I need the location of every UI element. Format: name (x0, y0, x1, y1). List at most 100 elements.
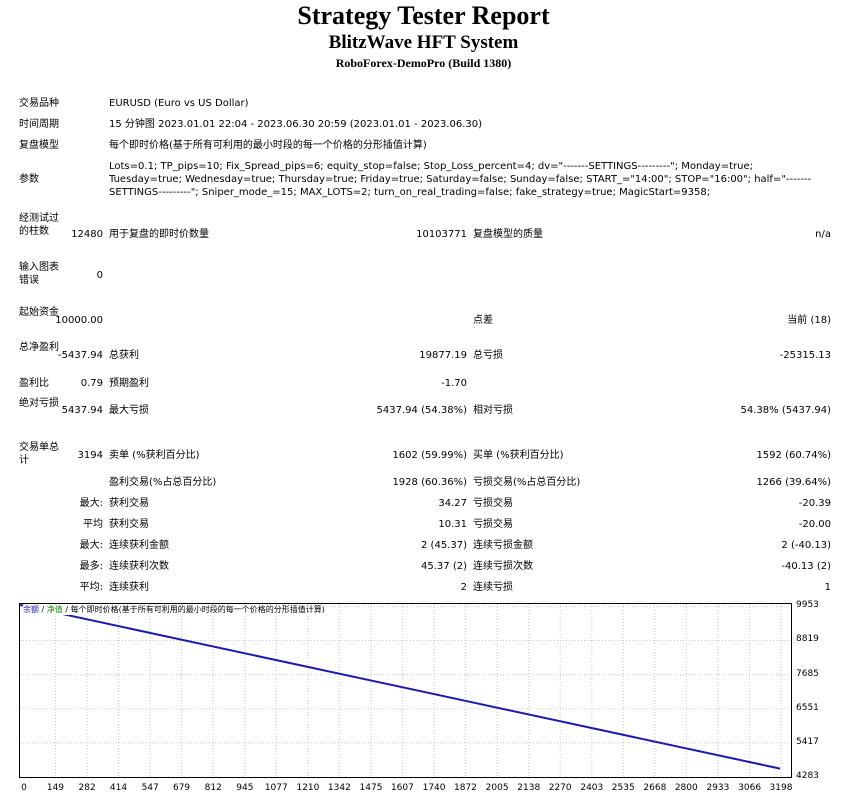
x-tick-label: 2270 (548, 783, 572, 793)
abs-drawdown-label: 绝对亏损 (19, 398, 59, 409)
maximal-profit-label: 连续获利次数 (109, 561, 169, 572)
x-tick-label: 679 (172, 783, 191, 793)
abs-drawdown-value: 5437.94 (61, 405, 103, 416)
loss-trades-value: 1266 (39.64%) (756, 477, 831, 488)
x-tick-label: 0 (21, 783, 27, 793)
rel-drawdown-label: 相对亏损 (473, 405, 513, 416)
period-value: 15 分钟图 2023.01.01 22:04 - 2023.06.30 20:… (109, 119, 483, 130)
x-tick-label: 414 (109, 783, 128, 793)
net-profit-label: 总净盈利 (19, 342, 59, 353)
period-label: 时间周期 (19, 119, 59, 130)
errors-label: 输入图表错误 (19, 262, 59, 286)
net-profit-value: -5437.94 (58, 350, 103, 361)
x-tick-label: 1077 (264, 783, 288, 793)
gross-profit-value: 19877.19 (419, 350, 467, 361)
server-build: RoboForex-DemoPro (Build 1380) (335, 56, 512, 70)
x-tick-label: 3066 (738, 783, 762, 793)
x-tick-label: 1740 (422, 783, 446, 793)
x-tick-label: 282 (78, 783, 96, 793)
y-tick-label: 6551 (796, 702, 819, 713)
max-consec-wins-label: 连续获利金额 (109, 540, 169, 551)
bars-value: 12480 (71, 229, 103, 240)
legend-model: 每个即时价格(基于所有可利用的最小时段的每一个价格的分形插值计算) (70, 605, 325, 614)
max-consec-label: 最大: (79, 540, 103, 551)
model-label: 复盘模型 (19, 140, 59, 151)
avg-consec-wins-value: 2 (460, 582, 467, 593)
maximal-label: 最多: (79, 561, 103, 572)
x-tick-label: 149 (46, 783, 65, 793)
max-drawdown-value: 5437.94 (54.38%) (376, 405, 467, 416)
bars-label: 经测试过的柱数 (19, 213, 59, 237)
max-consec-losses-value: 2 (-40.13) (781, 540, 831, 551)
maximal-loss-value: -40.13 (2) (781, 561, 831, 572)
max-consec-losses-label: 连续亏损金额 (473, 540, 533, 551)
max-consec-wins-value: 2 (45.37) (421, 540, 467, 551)
largest-label: 最大: (79, 498, 103, 509)
chart-legend: 余额 / 净值 / 每个即时价格(基于所有可利用的最小时段的每一个价格的分形插值… (23, 605, 325, 615)
max-drawdown-label: 最大亏损 (109, 405, 149, 416)
x-tick-label: 1210 (296, 783, 320, 793)
spread-value: 当前 (18) (787, 315, 831, 326)
quality-label: 复盘模型的质量 (473, 229, 543, 240)
avg-loss-value: -20.00 (798, 519, 831, 530)
symbol-value: EURUSD (Euro vs US Dollar) (109, 98, 249, 109)
largest-loss-label: 亏损交易 (473, 498, 513, 509)
profit-factor-value: 0.79 (80, 378, 103, 389)
gross-profit-label: 总获利 (109, 350, 139, 361)
balance-chart: 余额 / 净值 / 每个即时价格(基于所有可利用的最小时段的每一个价格的分形插值… (19, 603, 792, 778)
largest-profit-value: 34.27 (438, 498, 467, 509)
y-tick-label: 4283 (796, 771, 819, 781)
long-positions-label: 买单 (%获利百分比) (473, 450, 564, 461)
ticks-label: 用于复盘的即时价数量 (109, 229, 209, 240)
x-tick-label: 3198 (769, 783, 793, 793)
gross-loss-value: -25315.13 (779, 350, 831, 361)
symbol-label: 交易品种 (19, 98, 59, 109)
x-tick-label: 2668 (643, 783, 667, 793)
x-tick-label: 812 (204, 783, 222, 793)
y-tick-label: 8819 (796, 634, 819, 645)
balance-line (20, 604, 781, 770)
avg-profit-label: 获利交易 (109, 519, 149, 530)
report-title: Strategy Tester Report (297, 1, 550, 30)
avg-consec-label: 平均: (79, 582, 103, 593)
largest-profit-label: 获利交易 (109, 498, 149, 509)
expected-payoff-value: -1.70 (441, 378, 467, 389)
x-tick-label: 1607 (390, 783, 414, 793)
x-tick-label: 547 (141, 783, 159, 793)
avg-consec-wins-label: 连续获利 (109, 582, 149, 593)
deposit-value: 10000.00 (55, 315, 103, 326)
gross-loss-label: 总亏损 (473, 350, 503, 361)
balance-chart-svg (20, 604, 791, 777)
profit-trades-label: 盈利交易(%占总百分比) (109, 477, 217, 488)
x-tick-label: 1475 (359, 783, 383, 793)
ticks-value: 10103771 (416, 229, 467, 240)
x-tick-label: 2403 (580, 783, 604, 793)
x-tick-label: 1872 (454, 783, 477, 793)
x-tick-label: 2800 (674, 783, 698, 793)
deposit-label: 起始资金 (19, 307, 59, 318)
rel-drawdown-value: 54.38% (5437.94) (740, 405, 831, 416)
maximal-loss-label: 连续亏损次数 (473, 561, 533, 572)
x-tick-label: 2138 (517, 783, 541, 793)
x-tick-label: 2535 (611, 783, 635, 793)
profit-trades-value: 1928 (60.36%) (392, 477, 467, 488)
expected-payoff-label: 预期盈利 (109, 378, 149, 389)
total-trades-value: 3194 (77, 450, 103, 461)
total-trades-label: 交易单总计 (19, 442, 59, 466)
x-tick-label: 2005 (485, 783, 509, 793)
legend-balance: 余额 (23, 605, 39, 614)
params-value: Lots=0.1; TP_pips=10; Fix_Spread_pips=6;… (109, 161, 812, 198)
y-tick-label: 5417 (796, 736, 819, 747)
legend-separator: / (41, 605, 45, 614)
y-tick-label: 7685 (796, 668, 819, 679)
legend-separator: / (65, 605, 69, 614)
errors-value: 0 (96, 270, 103, 281)
maximal-profit-value: 45.37 (2) (421, 561, 467, 572)
x-tick-label: 2933 (706, 783, 730, 793)
avg-consec-losses-value: 1 (824, 582, 831, 593)
x-tick-label: 945 (236, 783, 254, 793)
average-label: 平均 (83, 519, 103, 530)
params-label: 参数 (19, 174, 39, 185)
avg-consec-losses-label: 连续亏损 (473, 582, 513, 593)
short-positions-value: 1602 (59.99%) (392, 450, 467, 461)
